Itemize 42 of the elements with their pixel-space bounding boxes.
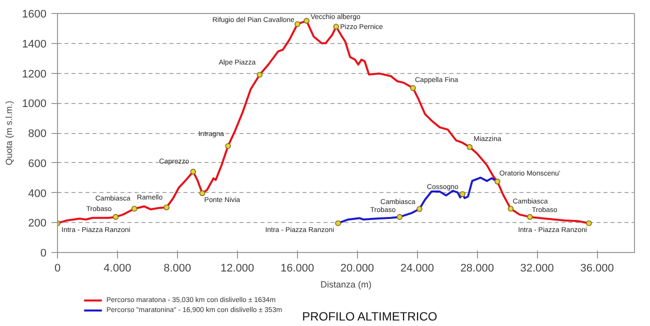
point (410, 85, 416, 91)
x-tick-label: 20.000 (340, 262, 374, 274)
point (131, 206, 138, 212)
point (416, 206, 422, 212)
point (225, 143, 231, 149)
point (335, 220, 341, 226)
point (466, 144, 473, 150)
point (586, 220, 592, 226)
x-tick-label: 8.000 (164, 262, 192, 274)
x-tick-label: 16.000 (280, 262, 314, 274)
x-tick-label: 28.000 (460, 262, 494, 274)
y-tick-label: 600 (28, 158, 47, 170)
y-tick-label: 1200 (22, 68, 47, 80)
point (508, 206, 514, 212)
y-tick-label: 400 (28, 188, 47, 200)
point (199, 190, 206, 196)
y-tick-label: 800 (28, 128, 47, 140)
x-tick-label: 24.000 (400, 262, 434, 274)
point (396, 214, 403, 220)
point (333, 24, 340, 30)
text: PROFILO ALTIMETRICO (302, 310, 438, 324)
point (112, 214, 119, 220)
y-tick-label: 1600 (22, 8, 47, 20)
x-axis-title: Distanza (m) (320, 280, 372, 290)
point (164, 204, 170, 210)
y-tick-label: 1400 (22, 38, 47, 50)
x-tick-label: 32.000 (520, 262, 554, 274)
y-tick-label: 1000 (22, 98, 47, 110)
x-tick-label: 4.000 (104, 262, 132, 274)
point (190, 168, 196, 175)
y-tick-label: 0 (40, 248, 47, 260)
y-axis-title: Quota (m s.l.m.) (4, 100, 14, 166)
x-tick-label: 0 (54, 262, 61, 274)
point (256, 72, 263, 78)
point (494, 178, 500, 184)
point (304, 18, 310, 24)
point (460, 191, 466, 197)
x-tick-label: 36.000 (580, 262, 614, 274)
y-tick-label: 200 (28, 218, 47, 230)
point (526, 214, 533, 220)
point (294, 21, 300, 27)
x-tick-label: 12.000 (220, 262, 254, 274)
